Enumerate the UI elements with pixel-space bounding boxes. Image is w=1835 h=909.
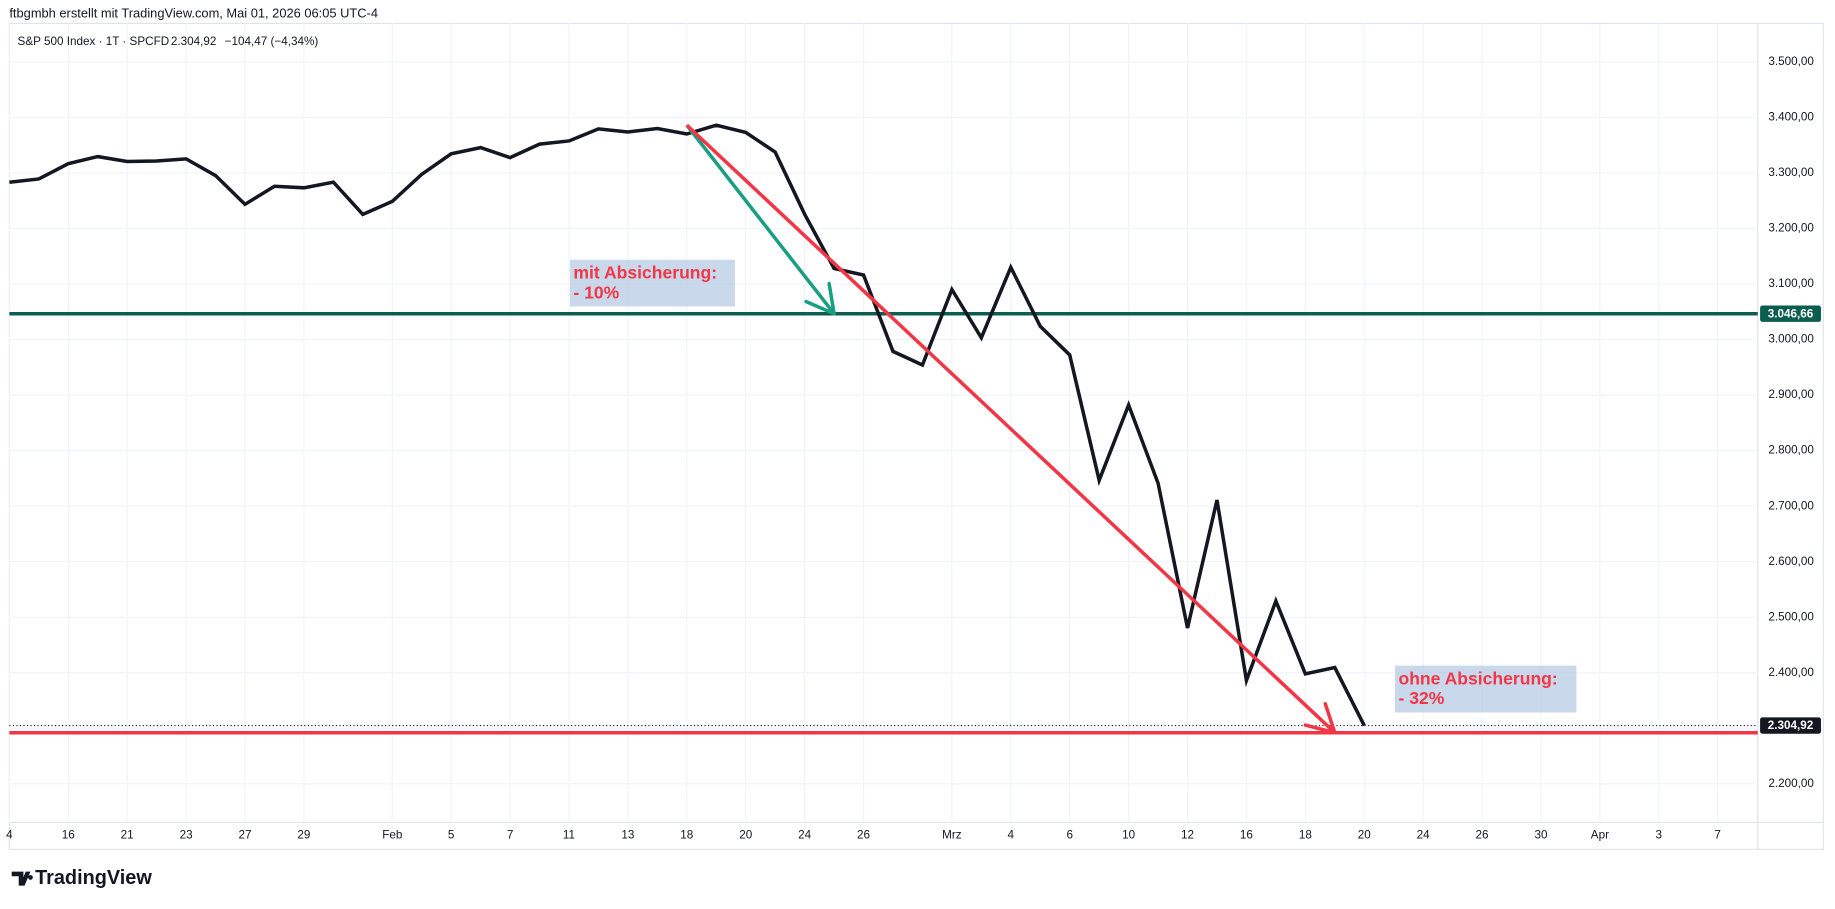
x-tick-label: 11 — [563, 828, 575, 841]
arrow-head — [1303, 723, 1337, 735]
annotation-text: - 32% — [1398, 688, 1444, 708]
annotation: mit Absicherung:- 10% — [569, 259, 735, 307]
arrow-shaft — [685, 124, 836, 315]
y-tick-label: 3.300,00 — [1768, 166, 1814, 179]
y-tick-label: 2.900,00 — [1768, 388, 1814, 401]
annotation-text: mit Absicherung: — [573, 262, 717, 282]
arrow-head — [1323, 702, 1337, 735]
x-tick-label: 24 — [1417, 828, 1431, 841]
x-tick-label: 3 — [1656, 828, 1663, 841]
x-tick-label: 7 — [507, 828, 514, 841]
price-label-box — [1760, 717, 1821, 734]
y-tick-label: 2.600,00 — [1768, 555, 1814, 568]
x-tick-label: 16 — [62, 828, 75, 841]
arrow-shaft — [685, 123, 1337, 734]
logo-icon — [11, 871, 33, 886]
annotation-box — [569, 259, 735, 307]
x-tick-label: 5 — [448, 828, 455, 841]
y-tick-label: 3.400,00 — [1768, 111, 1814, 124]
y-tick-label: 3.000,00 — [1768, 333, 1814, 346]
x-tick-label: 21 — [121, 828, 134, 841]
x-tick-label: 7 — [1714, 828, 1721, 841]
x-tick-label: 24 — [798, 828, 812, 841]
arrow-head — [827, 281, 836, 316]
x-tick-label: 16 — [1240, 828, 1253, 841]
legend-change: −104,47 (−4,34%) — [225, 35, 319, 48]
x-tick-label: 18 — [680, 828, 693, 841]
price-line — [9, 123, 1366, 727]
y-tick-label: 2.800,00 — [1768, 444, 1814, 457]
legend-symbol: S&P 500 Index · 1T · SPCFD — [18, 35, 170, 48]
x-tick-label: 13 — [621, 828, 634, 841]
y-tick-label: 3.200,00 — [1768, 222, 1814, 235]
price-label: 3.046,66 — [1768, 307, 1814, 320]
y-tick-label: 2.700,00 — [1768, 499, 1814, 512]
y-tick-label: 3.500,00 — [1768, 55, 1814, 68]
x-tick-label: Apr — [1591, 828, 1609, 841]
legend-last: 2.304,92 — [171, 35, 217, 48]
price-label: 2.304,92 — [1768, 719, 1814, 732]
arrow — [685, 124, 836, 316]
x-tick-label: 6 — [1066, 828, 1073, 841]
annotation: ohne Absicherung:- 32% — [1394, 665, 1577, 713]
x-tick-label: 29 — [297, 828, 310, 841]
y-tick-label: 2.200,00 — [1768, 777, 1814, 790]
y-tick-label: 2.400,00 — [1768, 666, 1814, 679]
x-tick-label: Mrz — [942, 828, 962, 841]
x-tick-label: 27 — [238, 828, 251, 841]
x-tick-label: 26 — [857, 828, 870, 841]
annotation-text: - 10% — [573, 282, 619, 302]
arrow — [685, 123, 1337, 735]
x-tick-label: 12 — [1181, 828, 1194, 841]
x-tick-label: 26 — [1476, 828, 1489, 841]
price-label-box — [1760, 305, 1821, 322]
footer-logo: TradingView — [11, 867, 152, 889]
x-tick-label: Feb — [382, 828, 403, 841]
x-tick-label: 4 — [1008, 828, 1015, 841]
y-tick-label: 3.100,00 — [1768, 277, 1814, 290]
x-tick-label: 4 — [6, 828, 13, 841]
x-tick-label: 20 — [1358, 828, 1372, 841]
annotation-box — [1394, 665, 1577, 713]
y-tick-label: 2.500,00 — [1768, 610, 1814, 623]
grid — [8, 23, 1758, 823]
x-tick-label: 23 — [180, 828, 193, 841]
arrow-head — [804, 299, 836, 316]
x-tick-label: 18 — [1299, 828, 1312, 841]
annotation-text: ohne Absicherung: — [1398, 668, 1557, 688]
header: ftbgmbh erstellt mit TradingView.com, Ma… — [9, 5, 378, 20]
x-tick-label: 10 — [1122, 828, 1136, 841]
x-tick-label: 30 — [1534, 828, 1548, 841]
x-tick-label: 20 — [739, 828, 753, 841]
logo-text: TradingView — [35, 867, 152, 889]
